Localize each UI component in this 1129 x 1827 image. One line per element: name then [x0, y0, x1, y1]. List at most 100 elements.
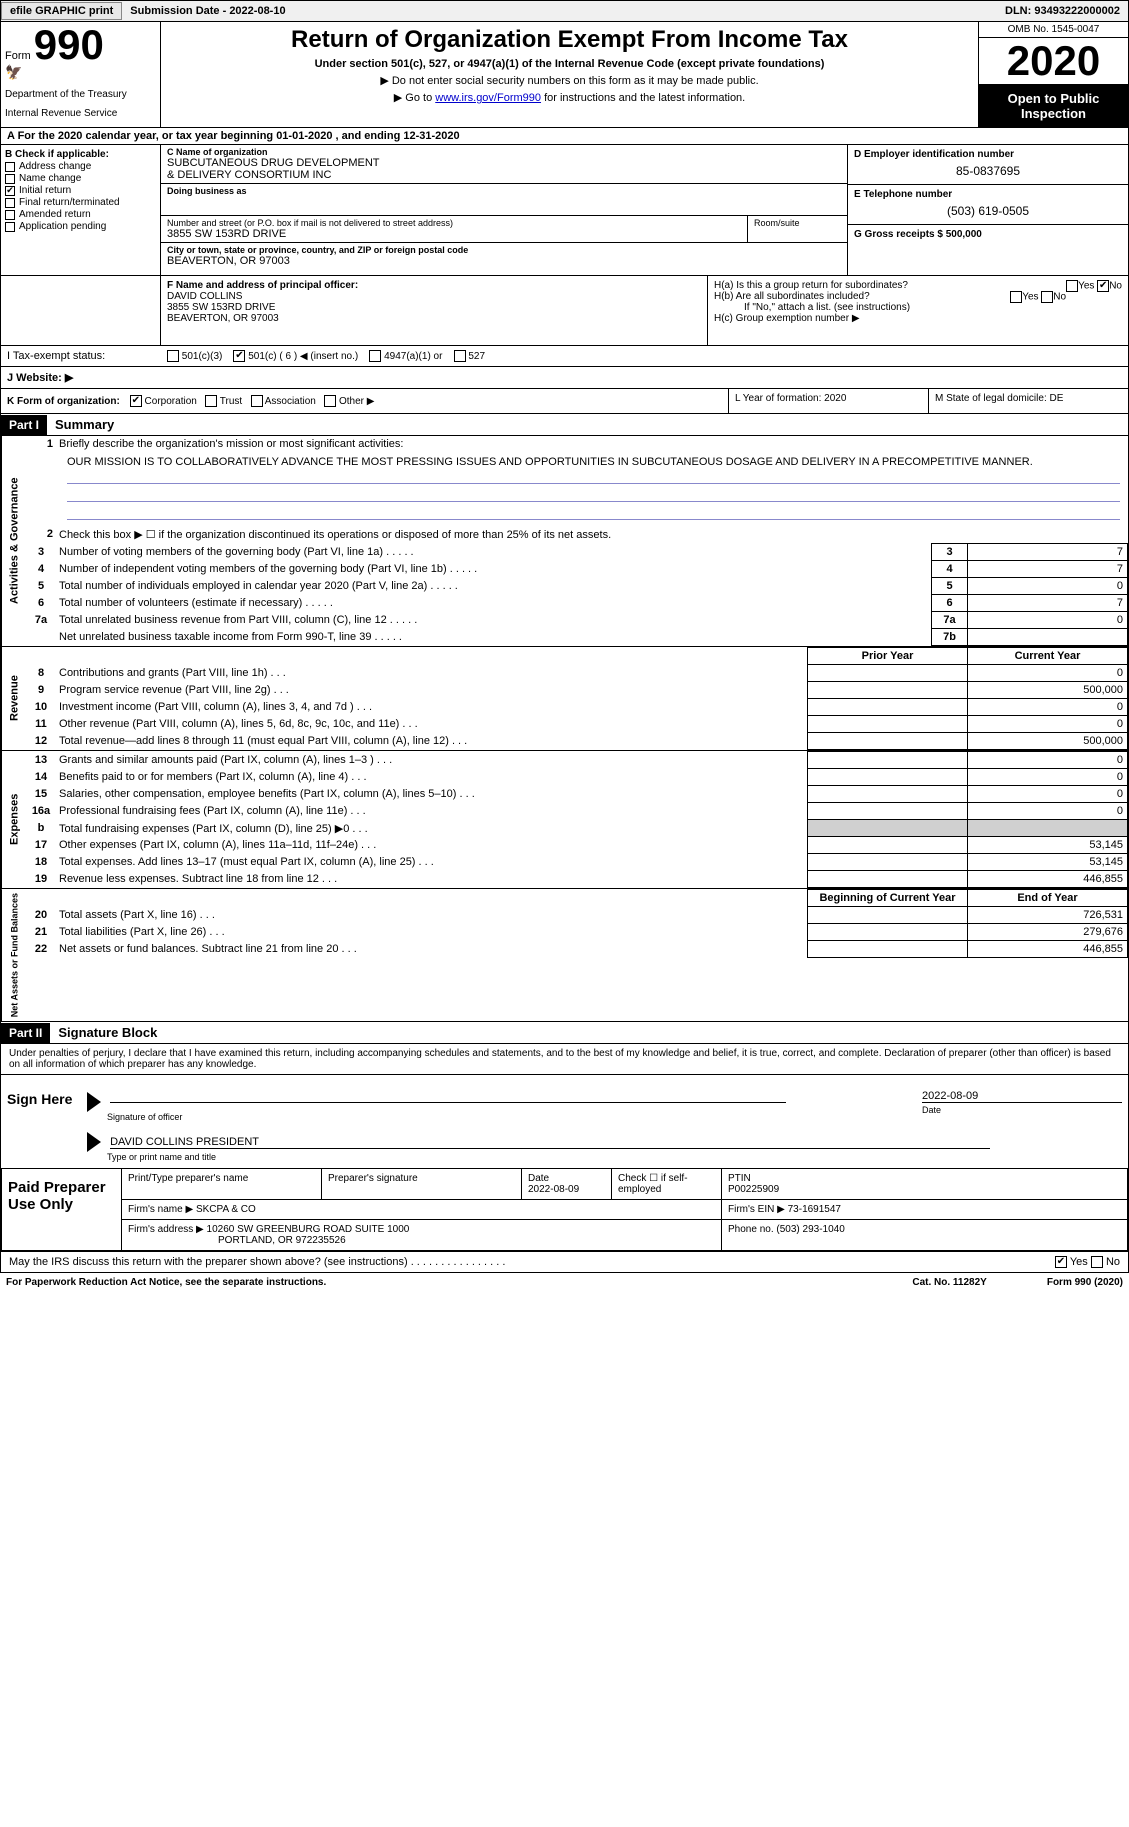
- org-name-1: SUBCUTANEOUS DRUG DEVELOPMENT: [167, 157, 841, 169]
- section-d: D Employer identification number 85-0837…: [848, 145, 1128, 185]
- form-subtitle: Under section 501(c), 527, or 4947(a)(1)…: [167, 58, 972, 70]
- org-form-option[interactable]: Trust: [205, 396, 250, 407]
- checkbox-address-change[interactable]: Address change: [5, 161, 156, 172]
- ptin-cell: PTINP00225909: [722, 1169, 1128, 1200]
- table-row: 17Other expenses (Part IX, column (A), l…: [27, 837, 1128, 854]
- section-k: K Form of organization: Corporation Trus…: [1, 389, 728, 413]
- header-right: OMB No. 1545-0047 2020 Open to Public In…: [978, 22, 1128, 127]
- governance-table: 3Number of voting members of the governi…: [27, 543, 1128, 646]
- org-form-option[interactable]: Association: [251, 396, 325, 407]
- netassets-block: Net Assets or Fund Balances Beginning of…: [0, 889, 1129, 1022]
- irs-form990-link[interactable]: www.irs.gov/Form990: [435, 92, 541, 104]
- dba-row: Doing business as: [161, 184, 847, 216]
- line-2: 2 Check this box ▶ ☐ if the organization…: [27, 526, 1128, 543]
- table-row: 16aProfessional fundraising fees (Part I…: [27, 803, 1128, 820]
- tax-status-option[interactable]: 501(c) ( 6 ) ◀ (insert no.): [233, 351, 369, 362]
- mission-label-line: 1 Briefly describe the organization's mi…: [27, 436, 1128, 452]
- table-row: 12Total revenue—add lines 8 through 11 (…: [27, 733, 1128, 750]
- identity-block: B Check if applicable: Address changeNam…: [0, 145, 1129, 276]
- h-b: H(b) Are all subordinates included?Yes N…: [714, 291, 1122, 302]
- footer-left: For Paperwork Reduction Act Notice, see …: [6, 1277, 912, 1288]
- table-row: 15Salaries, other compensation, employee…: [27, 786, 1128, 803]
- vert-revenue: Revenue: [1, 647, 27, 750]
- section-e: E Telephone number (503) 619-0505: [848, 185, 1128, 225]
- paid-preparer-label: Paid Preparer Use Only: [2, 1169, 122, 1251]
- mission-label: Briefly describe the organization's miss…: [59, 438, 1124, 450]
- table-row: 18Total expenses. Add lines 13–17 (must …: [27, 854, 1128, 871]
- expenses-block: Expenses 13Grants and similar amounts pa…: [0, 751, 1129, 889]
- officer-name-label: Type or print name and title: [87, 1152, 1122, 1162]
- checkbox-application-pending[interactable]: Application pending: [5, 221, 156, 232]
- dln-number: DLN: 93493222000002: [1005, 5, 1128, 17]
- table-row: Net unrelated business taxable income fr…: [27, 629, 1128, 646]
- section-l: L Year of formation: 2020: [728, 389, 928, 413]
- table-row: 20Total assets (Part X, line 16) . . .72…: [27, 907, 1128, 924]
- tax-status-option[interactable]: 501(c)(3): [167, 351, 233, 362]
- section-j: J Website: ▶: [0, 367, 1129, 389]
- tax-status-option[interactable]: 527: [454, 351, 497, 362]
- k-l-m-row: K Form of organization: Corporation Trus…: [0, 389, 1129, 414]
- k-label: K Form of organization:: [7, 396, 120, 407]
- table-row: 10Investment income (Part VIII, column (…: [27, 699, 1128, 716]
- gross-receipts: G Gross receipts $ 500,000: [854, 229, 1122, 240]
- table-row: 9Program service revenue (Part VIII, lin…: [27, 682, 1128, 699]
- part-1-header: Part I Summary: [0, 414, 1129, 436]
- section-m: M State of legal domicile: DE: [928, 389, 1128, 413]
- checkbox-amended-return[interactable]: Amended return: [5, 209, 156, 220]
- checkbox-name-change[interactable]: Name change: [5, 173, 156, 184]
- tax-year: 2020: [979, 38, 1128, 85]
- checkbox-initial-return[interactable]: ✔Initial return: [5, 185, 156, 196]
- phone-label: E Telephone number: [854, 189, 1122, 200]
- firm-addr-cell: Firm's address ▶ 10260 SW GREENBURG ROAD…: [122, 1220, 722, 1251]
- section-g: G Gross receipts $ 500,000: [848, 225, 1128, 265]
- irs-discuss-text: May the IRS discuss this return with the…: [9, 1256, 1055, 1268]
- vert-netassets: Net Assets or Fund Balances: [1, 889, 27, 1021]
- footer-right: Form 990 (2020): [1047, 1277, 1123, 1288]
- officer-label: F Name and address of principal officer:: [167, 280, 701, 291]
- sign-arrow-icon-2: [87, 1132, 101, 1152]
- footer-center: Cat. No. 11282Y: [912, 1277, 986, 1288]
- street-value: 3855 SW 153RD DRIVE: [167, 228, 741, 240]
- governance-block: Activities & Governance 1 Briefly descri…: [0, 436, 1129, 647]
- line-2-text: Check this box ▶ ☐ if the organization d…: [59, 528, 1124, 541]
- irs-label: Internal Revenue Service: [5, 108, 156, 119]
- table-row: 7aTotal unrelated business revenue from …: [27, 612, 1128, 629]
- signature-section: Under penalties of perjury, I declare th…: [0, 1044, 1129, 1273]
- table-row: 4Number of independent voting members of…: [27, 561, 1128, 578]
- table-row: 13Grants and similar amounts paid (Part …: [27, 752, 1128, 769]
- revenue-block: Revenue Prior YearCurrent Year8Contribut…: [0, 647, 1129, 751]
- table-row: 22Net assets or fund balances. Subtract …: [27, 941, 1128, 958]
- part-1-badge: Part I: [1, 415, 47, 435]
- open-to-public: Open to Public Inspection: [979, 85, 1128, 127]
- self-employed-cell: Check ☐ if self-employed: [612, 1169, 722, 1200]
- inst2-post: for instructions and the latest informat…: [541, 92, 745, 104]
- sign-fields: Signature of officer 2022-08-09 Date DAV…: [81, 1075, 1128, 1168]
- part-2-badge: Part II: [1, 1023, 50, 1043]
- table-row: 11Other revenue (Part VIII, column (A), …: [27, 716, 1128, 733]
- checkbox-final-return-terminated[interactable]: Final return/terminated: [5, 197, 156, 208]
- sign-arrow-icon: [87, 1092, 101, 1112]
- tax-status-option[interactable]: 4947(a)(1) or: [369, 351, 453, 362]
- org-name-2: & DELIVERY CONSORTIUM INC: [167, 169, 841, 181]
- section-f: F Name and address of principal officer:…: [161, 276, 708, 345]
- table-row: bTotal fundraising expenses (Part IX, co…: [27, 820, 1128, 837]
- revenue-table: Prior YearCurrent Year8Contributions and…: [27, 647, 1128, 750]
- sig-date-label: Date: [922, 1105, 1122, 1115]
- org-form-option[interactable]: Other ▶: [324, 396, 383, 407]
- officer-addr2: BEAVERTON, OR 97003: [167, 313, 701, 324]
- sign-here-label: Sign Here: [1, 1075, 81, 1168]
- perjury-statement: Under penalties of perjury, I declare th…: [1, 1044, 1128, 1074]
- form-header: Form 990 🦅 Department of the Treasury In…: [0, 22, 1129, 128]
- org-form-option[interactable]: Corporation: [130, 396, 205, 407]
- prep-sig-cell: Preparer's signature: [322, 1169, 522, 1200]
- form-title: Return of Organization Exempt From Incom…: [167, 26, 972, 54]
- expenses-table: 13Grants and similar amounts paid (Part …: [27, 751, 1128, 888]
- firm-ein-cell: Firm's EIN ▶ 73-1691547: [722, 1200, 1128, 1220]
- sections-d-e-g: D Employer identification number 85-0837…: [848, 145, 1128, 275]
- firm-name-cell: Firm's name ▶ SKCPA & CO: [122, 1200, 722, 1220]
- room-suite: Room/suite: [747, 216, 847, 243]
- paid-preparer-table: Paid Preparer Use Only Print/Type prepar…: [1, 1168, 1128, 1251]
- table-row: 19Revenue less expenses. Subtract line 1…: [27, 871, 1128, 888]
- efile-print-button[interactable]: efile GRAPHIC print: [1, 2, 122, 20]
- h-c: H(c) Group exemption number ▶: [714, 313, 1122, 324]
